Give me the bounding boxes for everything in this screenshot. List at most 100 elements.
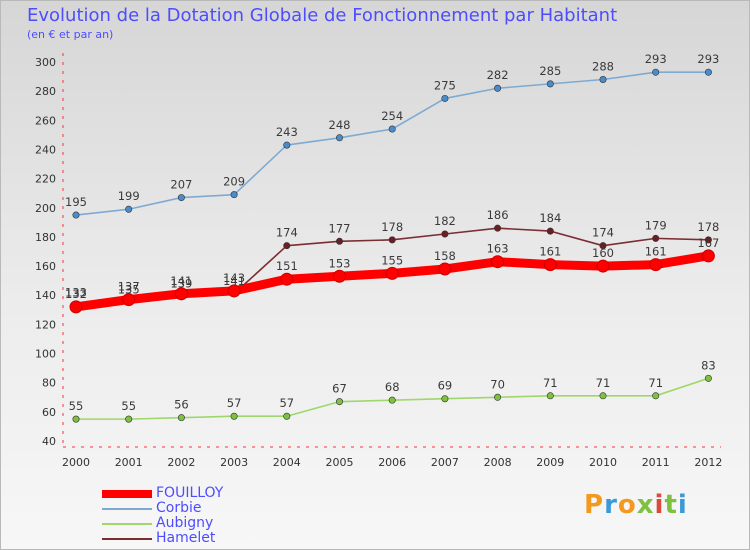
x-tick-label: 2004 [273,456,301,469]
data-point [388,236,396,244]
data-label: 275 [434,78,456,92]
data-point [227,284,241,298]
data-point [441,94,449,102]
data-label: 167 [697,236,719,250]
data-point [494,224,502,232]
data-label: 133 [65,285,87,299]
data-label: 174 [276,226,298,240]
data-point [335,134,343,142]
data-label: 174 [592,226,614,240]
data-label: 285 [539,64,561,78]
data-point [546,227,554,235]
data-label: 161 [539,245,561,259]
data-label: 177 [329,221,351,235]
data-point [72,415,80,423]
data-label: 70 [490,377,505,391]
data-label: 282 [487,68,509,82]
data-point [652,392,660,400]
legend-label: Corbie [156,500,202,516]
data-point [704,374,712,382]
data-point [546,392,554,400]
logo-letter: o [617,490,637,520]
legend-item-hamelet: Hamelet [102,530,302,546]
y-tick-label: 60 [42,406,56,419]
data-point [441,395,449,403]
data-label: 57 [227,396,242,410]
data-point [441,230,449,238]
data-point [385,266,399,280]
data-point [283,141,291,149]
data-label: 68 [385,380,400,394]
data-point [72,211,80,219]
data-label: 71 [648,376,663,390]
data-point [177,194,185,202]
legend: FOUILLOY Corbie Aubigny Hamelet [102,485,302,546]
data-label: 178 [381,220,403,234]
data-point [69,300,83,314]
proxiti-logo: Proxiti [584,490,688,520]
y-tick-label: 100 [35,348,56,361]
logo-letter: i [677,490,688,520]
data-point [333,269,346,283]
data-point [599,75,607,83]
data-point [230,412,238,420]
data-point [335,398,343,406]
logo-letter: i [654,490,665,520]
logo-letter: r [604,490,618,520]
chart-axes: 40 60 80 100 120 140 160 180 200 220 240 260 280 300 2… [35,53,722,469]
data-label: 288 [592,59,614,73]
y-tick-label: 80 [42,377,56,390]
data-label: 151 [276,259,298,273]
data-label: 293 [645,52,667,66]
data-label: 182 [434,214,456,228]
data-point [543,258,557,272]
series-fouilloy [69,249,715,314]
data-label: 153 [329,256,351,270]
data-point [599,242,607,250]
data-point [388,125,396,133]
data-point [596,259,610,273]
data-point [546,80,554,88]
legend-swatch [102,537,152,540]
x-tick-label: 2011 [642,456,670,469]
data-point [494,393,502,401]
data-label: 137 [118,280,140,294]
data-label: 293 [697,52,719,66]
data-point [283,412,291,420]
data-label: 55 [121,399,136,413]
x-tick-label: 2009 [536,456,564,469]
y-tick-label: 220 [35,173,56,186]
data-point [125,415,133,423]
y-tick-label: 240 [35,143,56,156]
data-label: 143 [223,271,245,285]
data-label: 69 [438,379,453,393]
data-labels: 195 199 207 209 243 248 254 275 282 285 288 293 293 1… [65,52,719,413]
data-label: 139 [170,277,192,291]
data-label: 179 [645,218,667,232]
data-point [177,414,185,422]
legend-swatch [102,489,152,498]
data-point [599,392,607,400]
data-point [230,191,238,199]
y-tick-label: 200 [35,202,56,215]
x-tick-label: 2000 [62,456,90,469]
data-label: 135 [118,283,140,297]
data-label: 55 [69,399,84,413]
x-tick-label: 2001 [115,456,143,469]
data-label: 71 [543,376,558,390]
data-label: 155 [381,253,403,267]
data-label: 158 [434,249,456,263]
y-tick-label: 160 [35,260,56,273]
data-point [283,242,291,250]
data-label: 184 [539,211,561,225]
y-tick-label: 120 [35,318,56,331]
data-point [652,68,660,76]
data-label: 248 [329,118,351,132]
data-label: 57 [279,396,294,410]
x-tick-label: 2007 [431,456,459,469]
legend-label: Hamelet [156,530,216,546]
legend-swatch [102,507,152,510]
legend-item-aubigny: Aubigny [102,515,302,531]
x-tick-label: 2003 [220,456,248,469]
data-label: 254 [381,109,403,123]
